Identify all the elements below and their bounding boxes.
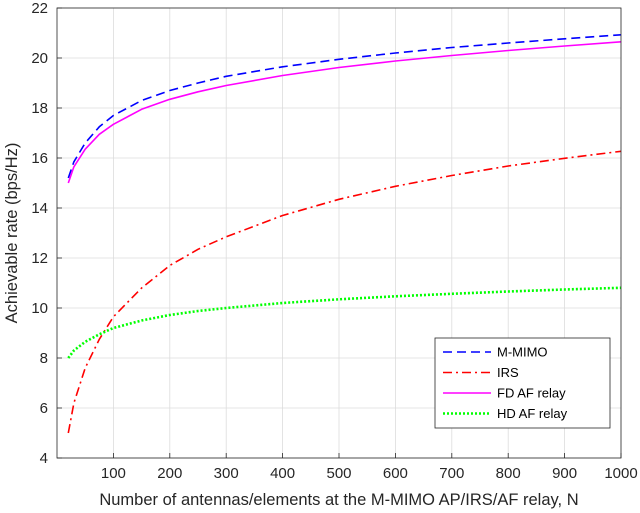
x-tick-label: 700 xyxy=(439,465,464,482)
y-tick-label: 12 xyxy=(31,250,48,267)
series-line-hd-af-relay xyxy=(67,286,622,359)
legend: M-MIMO IRS FD AF relay HD AF relay xyxy=(434,337,611,429)
x-tick-label: 400 xyxy=(270,465,295,482)
series-line-m-mimo xyxy=(67,34,622,179)
ticks: 100 200 300 400 500 600 700 800 900 1000 4 6 8 10 12 14… xyxy=(31,0,637,482)
legend-label: FD AF relay xyxy=(497,386,566,401)
y-tick-label: 10 xyxy=(31,300,48,317)
x-tick-label: 100 xyxy=(101,465,126,482)
y-tick-label: 4 xyxy=(40,450,48,467)
series-line-irs xyxy=(67,150,622,434)
x-tick-label: 500 xyxy=(326,465,351,482)
x-tick-label: 800 xyxy=(496,465,521,482)
y-axis-label: Achievable rate (bps/Hz) xyxy=(3,143,21,324)
y-tick-label: 8 xyxy=(40,350,48,367)
x-tick-label: 600 xyxy=(383,465,408,482)
y-tick-label: 16 xyxy=(31,150,48,167)
y-tick-label: 20 xyxy=(31,50,48,67)
legend-label: M-MIMO xyxy=(497,345,548,360)
x-tick-label: 1000 xyxy=(604,465,637,482)
y-tick-label: 22 xyxy=(31,0,48,17)
legend-label: HD AF relay xyxy=(497,406,568,421)
series-layer xyxy=(67,34,622,434)
series-line-fd-af-relay xyxy=(67,41,622,184)
legend-label: IRS xyxy=(497,365,519,380)
x-axis-label: Number of antennas/elements at the M-MIM… xyxy=(99,491,578,509)
x-tick-label: 900 xyxy=(552,465,577,482)
y-tick-label: 14 xyxy=(31,200,48,217)
y-tick-label: 18 xyxy=(31,100,48,117)
x-tick-label: 200 xyxy=(157,465,182,482)
x-tick-label: 300 xyxy=(214,465,239,482)
y-tick-label: 6 xyxy=(40,400,48,417)
